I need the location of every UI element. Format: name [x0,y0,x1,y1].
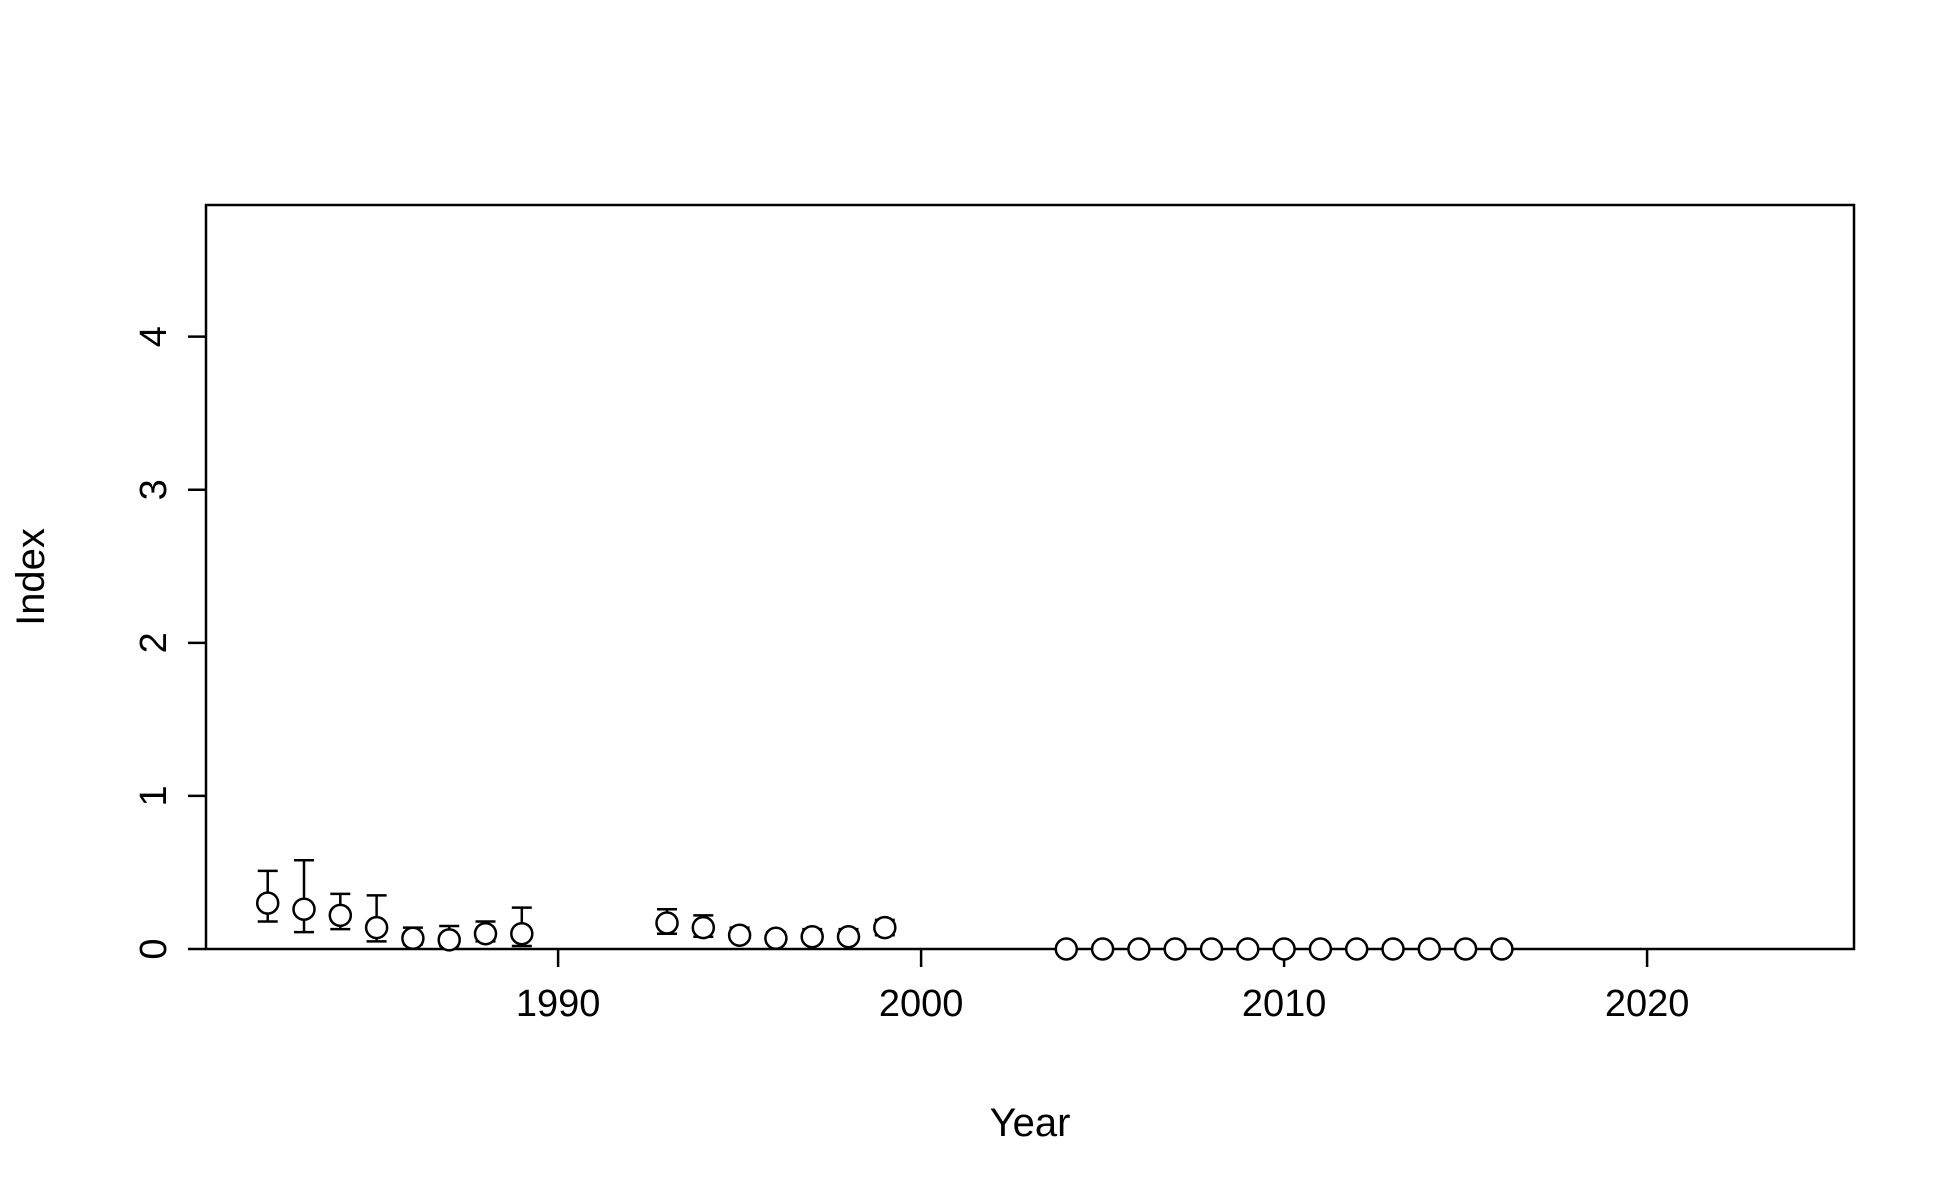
data-point [1344,937,1369,961]
y-axis-label: Index [9,528,53,626]
data-point [292,897,316,921]
data-point [473,921,498,946]
axes: 1990 2000 2010 2020 0 1 2 3 4 [133,203,1856,1025]
x-tick-label: 1990 [516,983,601,1025]
data-point [437,928,461,952]
x-tick-label: 2010 [1242,983,1327,1025]
axis-labels: Year Index [9,528,1070,1145]
y-tick-label: 3 [133,479,175,500]
data-point [1417,937,1442,961]
data-point [364,915,389,940]
data-point [328,903,353,928]
data-point [1090,937,1115,961]
data-point [1127,937,1151,961]
data-point [1163,937,1187,961]
x-tick-label: 2020 [1605,983,1690,1025]
data-point [1308,937,1333,961]
y-tick-label: 2 [133,632,175,653]
data-point [873,915,897,940]
data-point [764,926,788,951]
data-point [1054,937,1079,961]
data-point [1272,937,1296,961]
data-point [1490,937,1514,961]
data-point [255,891,280,915]
x-tick-label: 2000 [879,983,964,1025]
data-point [800,925,824,949]
data-point [655,911,679,935]
plot-frame [204,203,1856,951]
error-bars [257,858,895,948]
data-point [1236,937,1260,961]
data-points [255,891,1514,961]
data-point [691,915,716,940]
data-point [1199,937,1224,961]
y-tick-label: 1 [133,785,175,806]
data-point [1453,937,1478,961]
x-axis-label: Year [990,1101,1071,1145]
data-point [727,923,752,947]
data-point [401,926,425,951]
data-point [836,925,861,949]
data-point [1381,937,1405,961]
y-tick-label: 4 [133,326,175,347]
data-point [510,921,534,946]
y-tick-label: 0 [133,938,175,959]
